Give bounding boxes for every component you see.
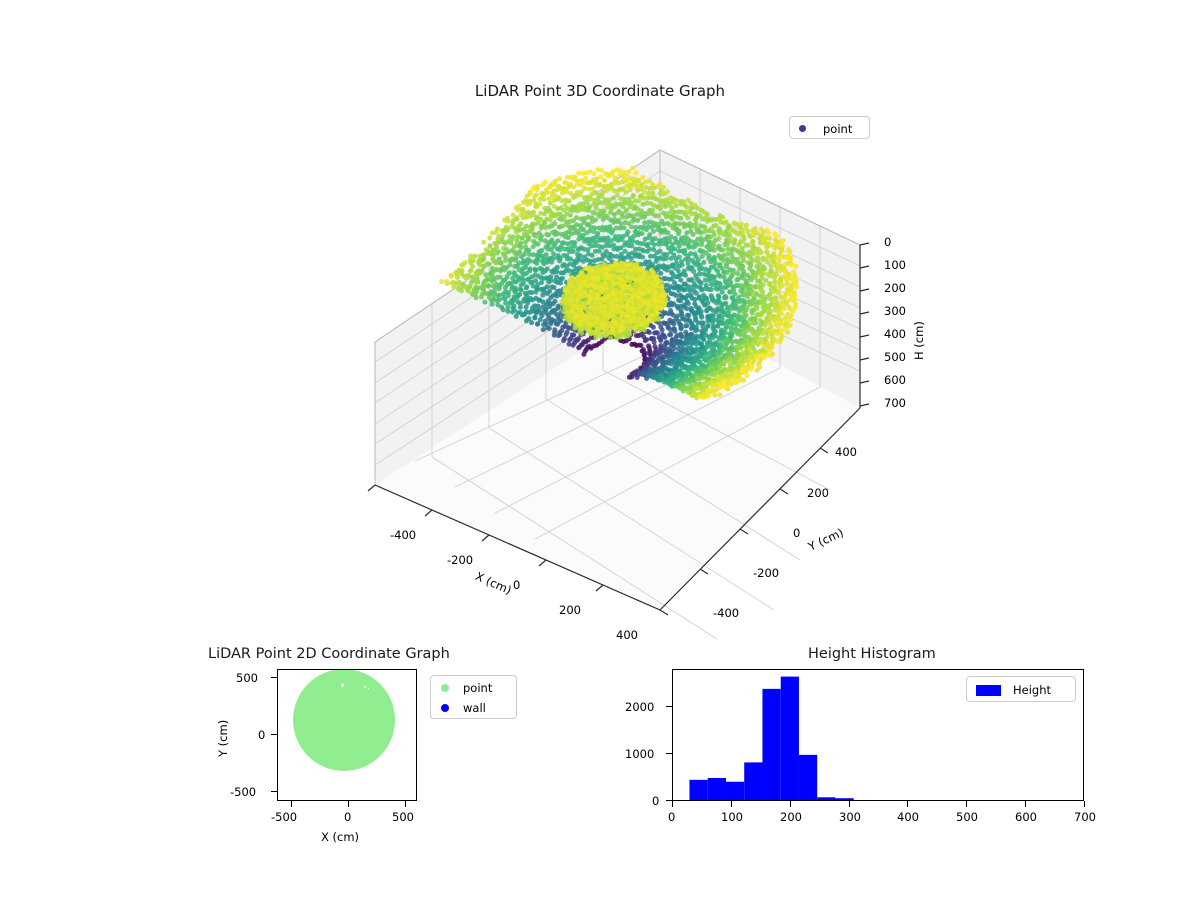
x2d-tick-500: 500: [392, 810, 414, 824]
point-marker-icon: [441, 684, 449, 692]
histogram-bar: [762, 688, 781, 800]
z-tick-0: 0: [884, 235, 892, 249]
legend-label-point-2d: point: [463, 681, 493, 695]
yh-tickmark-0: [666, 800, 672, 801]
x2d-tickmark-500: [405, 801, 406, 807]
y-axis-ticks: [659, 447, 829, 616]
x-tick-400: 400: [616, 628, 638, 642]
page-title: LiDAR Point 3D Coordinate Graph: [474, 82, 726, 100]
y-tick-200: 200: [807, 486, 829, 500]
xh-tick-0: 0: [668, 810, 676, 824]
yh-tickmark-1000: [666, 753, 672, 754]
yh-tick-0: 0: [652, 794, 660, 808]
height-patch-icon: [976, 684, 1001, 696]
x-tick-200: 200: [559, 603, 581, 617]
y2d-tick-0: 0: [258, 728, 266, 742]
y2d-tickmark-0: [271, 734, 277, 735]
x-tick-0: 0: [513, 578, 521, 592]
point-cloud-2d: [293, 670, 395, 771]
z-tick-300: 300: [884, 304, 906, 318]
legend-2d[interactable]: point wall: [430, 675, 517, 719]
grid-floor: [414, 329, 831, 640]
xh-tick-100: 100: [721, 810, 743, 824]
legend-label-point: point: [823, 121, 853, 136]
z-tick-200: 200: [884, 281, 906, 295]
xh-tick-700: 700: [1074, 810, 1096, 824]
xh-tick-500: 500: [956, 810, 978, 824]
histogram-bar: [798, 754, 818, 800]
histogram-bar: [780, 676, 799, 800]
y2d-tick-500: 500: [236, 671, 258, 685]
y-tick-0: 0: [793, 526, 801, 540]
xh-tickmark-100: [731, 801, 732, 807]
lidar-3d-plot[interactable]: [330, 140, 950, 640]
y2d-tickmark-500: [271, 677, 277, 678]
histogram-bar: [817, 797, 836, 800]
z-tick-700: 700: [884, 396, 906, 410]
xh-tickmark-200: [790, 801, 791, 807]
z-axis-ticks: [859, 242, 870, 407]
wall-marker-icon: [441, 704, 449, 712]
legend-item-point-2d: point: [431, 678, 516, 698]
yh-tick-1000: 1000: [625, 747, 655, 761]
yh-tickmark-2000: [666, 706, 672, 707]
legend-label-wall: wall: [463, 701, 486, 715]
title-2d: LiDAR Point 2D Coordinate Graph: [208, 646, 450, 662]
xh-tick-200: 200: [780, 810, 802, 824]
y-tick--400: -400: [713, 606, 740, 620]
z-tick-500: 500: [884, 350, 906, 364]
xh-tickmark-500: [966, 801, 967, 807]
point-marker-icon: [799, 125, 806, 132]
x2d-tick-0: 0: [344, 810, 352, 824]
xh-tickmark-300: [849, 801, 850, 807]
histogram-bar: [725, 781, 745, 800]
x2d-tick--500: -500: [271, 810, 298, 824]
x2d-tickmark-0: [348, 801, 349, 807]
xh-tickmark-600: [1025, 801, 1026, 807]
plot-hist-svg: [689, 676, 872, 801]
x-axis-ticks: [367, 484, 604, 592]
y-tick-400: 400: [835, 445, 857, 459]
histogram-bars: [689, 676, 872, 801]
histogram-bar: [854, 800, 872, 801]
z-tick-100: 100: [884, 258, 906, 272]
y-tick--200: -200: [753, 566, 780, 580]
x2d-tickmark--500: [291, 801, 292, 807]
lidar-2d-plot[interactable]: [277, 669, 417, 801]
yh-tick-2000: 2000: [625, 700, 655, 714]
x-tick--200: -200: [447, 553, 474, 567]
z-tick-600: 600: [884, 373, 906, 387]
histogram-bar: [689, 779, 708, 800]
y-axis-label-2d: Y (cm): [216, 719, 230, 757]
histogram-bar: [835, 798, 854, 800]
y2d-tickmark--500: [271, 791, 277, 792]
legend-item-wall: wall: [431, 698, 516, 718]
plot-3d-svg: [367, 149, 870, 640]
z-tick-400: 400: [884, 327, 906, 341]
legend-item-height: Height: [967, 677, 1075, 703]
x-tick--400: -400: [390, 528, 417, 542]
cube-axis-edges: [374, 245, 861, 611]
legend-hist[interactable]: Height: [966, 676, 1076, 702]
legend-item-point: point: [790, 117, 869, 140]
xh-tickmark-700: [1084, 801, 1085, 807]
xh-tick-400: 400: [897, 810, 919, 824]
plot-2d-svg: [293, 670, 395, 771]
point-cloud-3d: [439, 165, 800, 401]
xh-tick-600: 600: [1015, 810, 1037, 824]
histogram-bar: [744, 762, 763, 800]
y2d-tick--500: -500: [230, 785, 257, 799]
legend-label-height: Height: [1013, 683, 1052, 697]
title-hist: Height Histogram: [808, 646, 936, 662]
x-axis-label-2d: X (cm): [321, 830, 360, 844]
histogram-bar: [707, 777, 726, 800]
xh-tick-300: 300: [839, 810, 861, 824]
xh-tickmark-0: [672, 801, 673, 807]
legend-3d[interactable]: point: [789, 116, 870, 139]
xh-tickmark-400: [907, 801, 908, 807]
z-axis-label: H (cm): [912, 321, 926, 360]
